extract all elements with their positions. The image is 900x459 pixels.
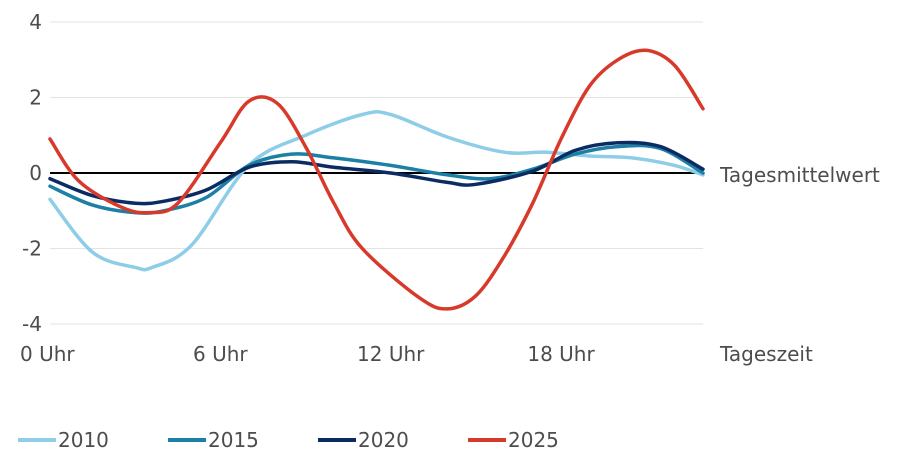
x-axis-title: Tageszeit <box>719 342 813 366</box>
y-tick-label: 0 <box>29 161 42 185</box>
x-tick-label: 6 Uhr <box>193 342 248 366</box>
y-axis-tick-labels: 4 2 0 -2 -4 <box>22 10 42 336</box>
series-line-2010 <box>48 110 705 272</box>
legend-label-2025: 2025 <box>508 428 559 452</box>
x-tick-label: 18 Uhr <box>527 342 595 366</box>
legend-label-2020: 2020 <box>358 428 409 452</box>
x-tick-label: 0 Uhr <box>20 342 75 366</box>
y-tick-label: -4 <box>22 312 42 336</box>
grid-lines <box>50 21 703 325</box>
y-tick-label: 4 <box>29 10 42 34</box>
legend-label-2010: 2010 <box>58 428 109 452</box>
legend-label-2015: 2015 <box>208 428 259 452</box>
series-line-2025 <box>48 48 705 311</box>
series-line-2020 <box>48 140 705 206</box>
reference-line-label: Tagesmittelwert <box>719 163 880 187</box>
y-tick-label: 2 <box>29 86 42 110</box>
legend: 2010 2015 2020 2025 <box>18 428 559 452</box>
x-axis-tick-labels: 0 Uhr 6 Uhr 12 Uhr 18 Uhr <box>20 342 595 366</box>
x-tick-label: 12 Uhr <box>357 342 425 366</box>
series-lines <box>48 48 705 311</box>
y-tick-label: -2 <box>22 237 42 261</box>
